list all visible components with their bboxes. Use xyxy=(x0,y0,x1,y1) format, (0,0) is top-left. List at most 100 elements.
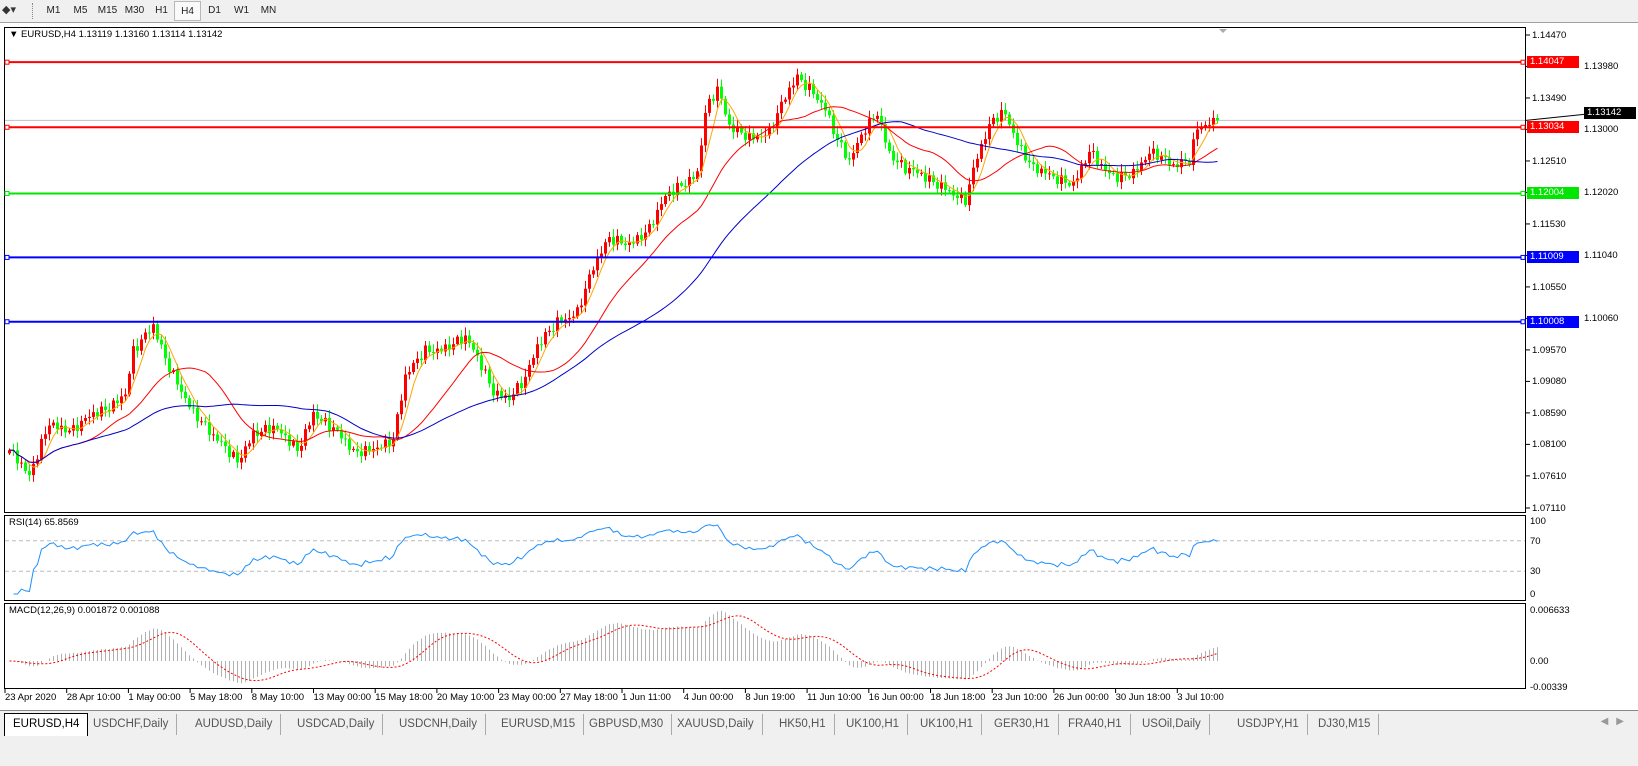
candle-body xyxy=(584,288,587,306)
level-handle xyxy=(4,59,10,65)
candle-body xyxy=(988,124,991,140)
candle-body xyxy=(264,424,267,432)
timeframe-button-m5[interactable]: M5 xyxy=(73,5,88,16)
candle-body xyxy=(1088,151,1091,164)
candle-body xyxy=(84,418,87,421)
candle-body xyxy=(160,339,163,345)
price-tick-label: 1.09080 xyxy=(1532,376,1567,388)
candle-body xyxy=(28,470,31,476)
timeframe-button-d1[interactable]: D1 xyxy=(208,5,221,16)
candle-body xyxy=(356,448,359,452)
time-axis-label: 23 Jun 10:00 xyxy=(992,692,1048,703)
tab-audusd-daily[interactable]: AUDUSD,Daily xyxy=(187,714,282,735)
candle-body xyxy=(452,344,455,350)
candle-body xyxy=(756,136,759,140)
tab-gbpusd-m30[interactable]: GBPUSD,M30 xyxy=(581,714,673,735)
candle-body xyxy=(824,102,827,111)
rsi-tick-label: 100 xyxy=(1530,516,1546,527)
tab-xauusd-daily[interactable]: XAUUSD,Daily xyxy=(669,714,763,735)
toolbar-grip[interactable] xyxy=(32,3,35,19)
tab-uk100-h1[interactable]: UK100,H1 xyxy=(912,714,983,735)
candle-body xyxy=(284,433,287,436)
candle-body xyxy=(1072,181,1075,186)
timeframe-button-w1[interactable]: W1 xyxy=(234,5,249,16)
candle-body xyxy=(1152,148,1155,154)
time-axis-label: 4 Jun 00:00 xyxy=(683,692,734,703)
candle-body xyxy=(748,133,751,140)
candle-body xyxy=(948,190,951,192)
candle-body xyxy=(1012,124,1015,133)
time-axis-label: 3 Jul 10:00 xyxy=(1177,692,1224,703)
tab-hk50-h1[interactable]: HK50,H1 xyxy=(771,714,835,735)
candle-body xyxy=(716,86,719,101)
tab-eurusd-h4[interactable]: EURUSD,H4 xyxy=(4,713,89,736)
candle-body xyxy=(136,346,139,351)
tab-ger30-h1[interactable]: GER30,H1 xyxy=(986,714,1059,735)
candle-body xyxy=(724,98,727,115)
candle-body xyxy=(484,369,487,371)
time-axis-label: 23 May 00:00 xyxy=(498,692,557,703)
drawing-tools-dropdown-icon[interactable]: ◆▾ xyxy=(2,4,16,16)
candle-body xyxy=(820,99,823,103)
candle-body xyxy=(88,416,91,419)
candle-body xyxy=(1016,132,1019,146)
candle-body xyxy=(956,195,959,199)
macd-label: MACD(12,26,9) 0.001872 0.001088 xyxy=(9,605,160,616)
candle-body xyxy=(888,142,891,151)
tab-uk100-h1[interactable]: UK100,H1 xyxy=(838,714,909,735)
price-tick-label: 1.07110 xyxy=(1532,503,1566,514)
level-handle xyxy=(1520,59,1526,65)
candle-body xyxy=(640,235,643,240)
tab-usoil-daily[interactable]: USOil,Daily xyxy=(1134,714,1210,735)
timeframe-button-m15[interactable]: M15 xyxy=(97,5,118,16)
candle-body xyxy=(636,235,639,244)
price-tick-label: 1.11040 xyxy=(1584,250,1618,262)
candle-body xyxy=(1004,110,1007,115)
candle-body xyxy=(112,400,115,412)
candle-body xyxy=(1112,173,1115,175)
tab-fra40-h1[interactable]: FRA40,H1 xyxy=(1060,714,1131,735)
tab-usdchf-daily[interactable]: USDCHF,Daily xyxy=(85,714,178,735)
candle-body xyxy=(232,451,235,458)
candle-body xyxy=(736,126,739,133)
candle-body xyxy=(316,411,319,419)
timeframe-button-h4[interactable]: H4 xyxy=(174,1,201,21)
candle-body xyxy=(144,332,147,340)
candle-body xyxy=(64,425,67,433)
candle-body xyxy=(364,446,367,457)
timeframe-button-m1[interactable]: M1 xyxy=(46,5,61,16)
price-tick-label: 1.13980 xyxy=(1584,61,1619,73)
tab-dj30-m15[interactable]: DJ30,M15 xyxy=(1310,714,1380,735)
candle-body xyxy=(448,344,451,350)
timeframe-button-h1[interactable]: H1 xyxy=(155,5,168,16)
candle-body xyxy=(460,336,463,344)
candle-body xyxy=(856,142,859,154)
collapse-triangle-icon[interactable]: ▼ xyxy=(9,29,19,40)
rsi-pane[interactable] xyxy=(4,515,1526,601)
candle-body xyxy=(1124,172,1127,176)
candle-body xyxy=(432,352,435,354)
tab-usdjpy-h1[interactable]: USDJPY,H1 xyxy=(1229,714,1308,735)
time-axis-label: 26 Jun 00:00 xyxy=(1053,692,1109,703)
tab-eurusd-m15[interactable]: EURUSD,M15 xyxy=(493,714,585,735)
candle-body xyxy=(252,430,255,444)
candle-body xyxy=(588,274,591,289)
candle-body xyxy=(980,143,983,159)
candle-body xyxy=(464,335,467,344)
price-tick-label: 1.13490 xyxy=(1532,92,1567,104)
candle-body xyxy=(204,421,207,423)
level-handle xyxy=(4,254,10,260)
candle-body xyxy=(292,441,295,446)
candle-body xyxy=(1172,164,1175,166)
timeframe-button-m30[interactable]: M30 xyxy=(124,5,145,16)
candle-body xyxy=(692,176,695,180)
candle-body xyxy=(812,83,815,95)
candle-body xyxy=(788,87,791,100)
candle-body xyxy=(848,158,851,160)
timeframe-button-mn[interactable]: MN xyxy=(260,5,277,16)
time-axis-label: 28 Apr 10:00 xyxy=(66,692,121,703)
tab-scroll-arrows-icon[interactable]: ◀▶ xyxy=(1600,716,1632,727)
tab-usdcnh-daily[interactable]: USDCNH,Daily xyxy=(391,714,486,735)
tab-usdcad-daily[interactable]: USDCAD,Daily xyxy=(289,714,384,735)
price-tick-label: 1.13000 xyxy=(1584,124,1619,136)
